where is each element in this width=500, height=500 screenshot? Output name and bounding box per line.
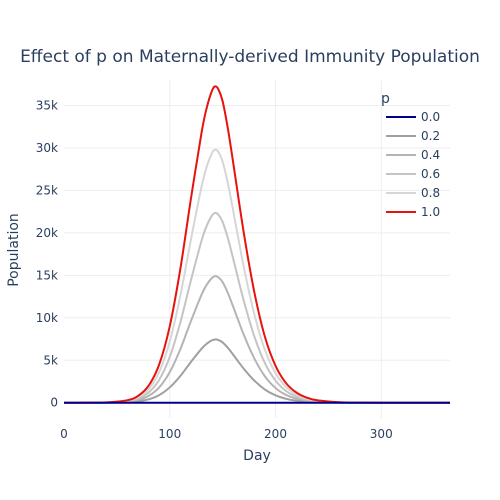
y-tick-label: 20k [36,226,58,240]
y-tick-label: 35k [36,98,58,112]
legend: p 0.0 0.2 0.4 0.6 0.8 1.0 [381,91,440,219]
y-axis-tick-labels: 0 5k 10k 15k 20k 25k 30k 35k [36,98,58,409]
chart-title: Effect of p on Maternally-derived Immuni… [20,47,480,67]
series-line-1-0 [63,85,450,404]
grid [64,80,450,418]
y-tick-label: 25k [36,183,58,197]
series-lines [63,85,450,404]
x-axis-tick-labels: 0 100 200 300 [60,427,393,441]
x-axis-title: Day [243,448,271,464]
y-axis-title: Population [6,213,22,287]
legend-item-0-2[interactable]: 0.2 [386,129,440,143]
legend-label: 0.4 [421,148,440,162]
legend-items: 0.0 0.2 0.4 0.6 0.8 1.0 [386,110,440,219]
legend-label: 1.0 [421,205,440,219]
y-tick-label: 10k [36,311,58,325]
y-tick-label: 5k [43,353,58,367]
y-tick-label: 30k [36,141,58,155]
x-tick-label: 100 [158,427,181,441]
legend-title: p [381,91,390,107]
x-tick-label: 200 [264,427,287,441]
legend-label: 0.6 [421,167,440,181]
legend-item-1-0[interactable]: 1.0 [386,205,440,219]
y-tick-label: 15k [36,268,58,282]
legend-item-0-6[interactable]: 0.6 [386,167,440,181]
legend-label: 0.8 [421,186,440,200]
y-tick-label: 0 [50,396,58,410]
x-tick-label: 300 [370,427,393,441]
legend-item-0-8[interactable]: 0.8 [386,186,440,200]
legend-item-0-0[interactable]: 0.0 [386,110,440,124]
legend-label: 0.0 [421,110,440,124]
legend-label: 0.2 [421,129,440,143]
series-line-0-2 [63,338,450,404]
legend-item-0-4[interactable]: 0.4 [386,148,440,162]
plot-area [63,80,450,418]
x-tick-label: 0 [60,427,68,441]
